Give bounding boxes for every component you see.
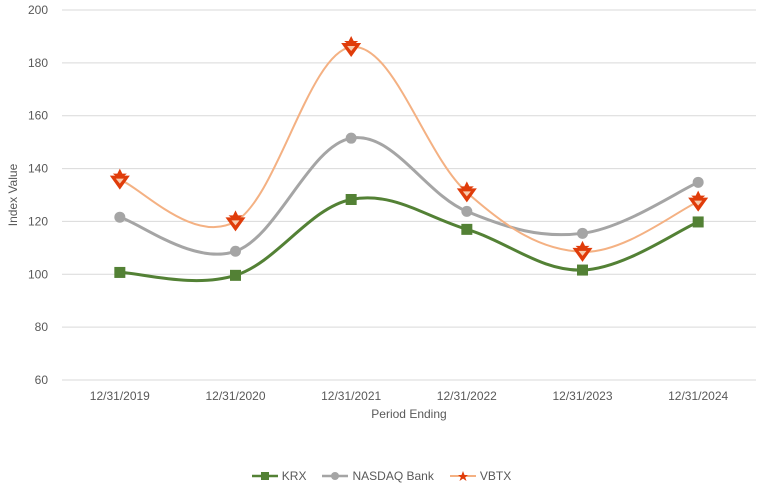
legend-label: KRX (281, 469, 307, 483)
square-marker-icon (114, 266, 126, 278)
series-markers (109, 36, 709, 281)
square-marker-icon (230, 269, 241, 281)
legend-nasdaq-circle-icon (322, 472, 349, 480)
chart-legend: KRX NASDAQ Bank VBTX (0, 469, 763, 483)
legend-item-krx[interactable]: KRX (251, 469, 307, 483)
circle-marker-icon (230, 245, 241, 257)
y-tick-label: 180 (28, 56, 48, 70)
circle-marker-icon (577, 227, 588, 239)
x-tick-label: 12/31/2020 (205, 389, 265, 403)
legend-krx-square-icon (251, 472, 278, 480)
square-marker-icon (345, 193, 357, 205)
star-marker-icon (341, 36, 362, 57)
square-marker-icon (692, 216, 704, 228)
circle-marker-icon (345, 132, 357, 144)
series-lines (119, 45, 699, 283)
star-marker-icon (109, 168, 130, 190)
y-tick-label: 80 (35, 320, 49, 334)
star-marker-icon (572, 240, 593, 262)
y-axis-ticks: 60 80 100 120 140 160 180 200 (28, 3, 48, 387)
x-tick-label: 12/31/2024 (668, 389, 728, 403)
circle-marker-icon (692, 176, 704, 188)
x-axis-title: Period Ending (371, 407, 446, 421)
x-tick-label: 12/31/2021 (321, 389, 381, 403)
circle-marker-icon (114, 211, 126, 223)
legend-label: NASDAQ Bank (352, 469, 434, 483)
y-axis-title: Index Value (6, 163, 20, 226)
y-tick-label: 160 (28, 109, 48, 123)
square-marker-icon (577, 264, 588, 276)
star-marker-icon (456, 181, 477, 203)
y-tick-label: 200 (28, 3, 48, 17)
y-tick-label: 140 (28, 162, 48, 176)
x-tick-label: 12/31/2022 (437, 389, 497, 403)
square-marker-icon (461, 223, 473, 235)
series-line-nasdaq-bank (119, 136, 699, 256)
x-tick-label: 12/31/2023 (552, 389, 612, 403)
y-tick-label: 60 (35, 373, 49, 387)
legend-vbtx-star-icon (449, 471, 476, 481)
legend-item-vbtx[interactable]: VBTX (449, 469, 512, 483)
star-marker-icon (688, 190, 709, 212)
gridlines (62, 9, 756, 381)
y-tick-label: 100 (28, 267, 48, 281)
legend-item-nasdaq-bank[interactable]: NASDAQ Bank (322, 469, 434, 483)
star-marker-icon (225, 210, 246, 232)
circle-marker-icon (461, 205, 473, 217)
x-tick-label: 12/31/2019 (90, 389, 150, 403)
y-tick-label: 120 (28, 214, 48, 228)
legend-label: VBTX (479, 469, 512, 483)
x-axis-ticks: 12/31/2019 12/31/2020 12/31/2021 12/31/2022… (90, 389, 729, 403)
series-line-krx (119, 196, 699, 283)
